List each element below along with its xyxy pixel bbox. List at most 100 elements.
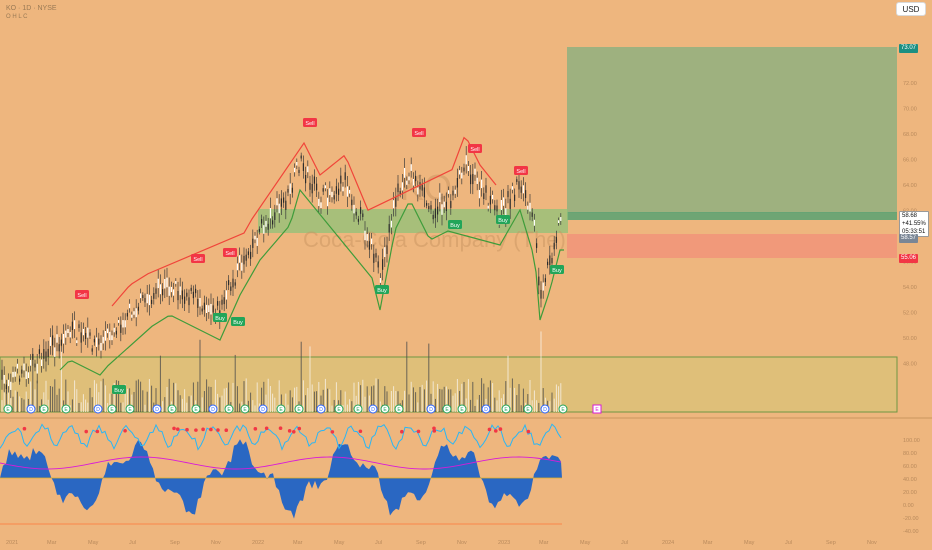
sell-badge bbox=[468, 144, 482, 153]
candle-body bbox=[98, 338, 100, 345]
candle-body bbox=[360, 207, 362, 214]
volume-bar bbox=[1, 400, 3, 412]
price-axis-tick: 54.00 bbox=[903, 285, 917, 291]
volume-bar bbox=[287, 404, 289, 412]
candle-body bbox=[558, 220, 560, 224]
target-price-tag: 73.07 bbox=[899, 44, 919, 53]
candle-body bbox=[212, 305, 214, 313]
volume-bar bbox=[555, 384, 557, 412]
event-letter: D bbox=[543, 407, 547, 413]
volume-bar bbox=[432, 381, 434, 412]
volume-bar bbox=[30, 381, 32, 412]
candle-body bbox=[481, 179, 483, 189]
time-axis-label: Jul bbox=[621, 540, 628, 546]
volume-bar bbox=[518, 384, 520, 412]
volume-bar bbox=[175, 383, 177, 412]
volume-bar bbox=[206, 379, 208, 412]
sell-badge bbox=[514, 166, 528, 175]
volume-bar bbox=[225, 387, 227, 412]
price-axis-tick: 68.00 bbox=[903, 132, 917, 138]
volume-bar bbox=[476, 399, 478, 412]
time-axis-label: May bbox=[580, 540, 591, 546]
candle-body bbox=[272, 220, 274, 225]
candle-body bbox=[190, 287, 192, 291]
candle-body bbox=[89, 332, 91, 336]
volume-bar bbox=[419, 387, 421, 412]
volume-bar bbox=[60, 347, 62, 412]
candle-body bbox=[195, 288, 197, 294]
sell-badge bbox=[303, 118, 317, 127]
time-axis-label: 2022 bbox=[252, 540, 264, 546]
candle-body bbox=[298, 169, 300, 173]
candle-body bbox=[32, 353, 34, 360]
price-axis-tick: 70.00 bbox=[903, 107, 917, 113]
volume-bar bbox=[434, 398, 436, 412]
candle-body bbox=[373, 253, 375, 263]
candle-body bbox=[441, 204, 443, 215]
volume-bar bbox=[38, 405, 40, 412]
dividend-marker bbox=[208, 404, 218, 414]
candle-body bbox=[428, 206, 430, 210]
earnings-marker bbox=[39, 404, 49, 414]
volume-bar bbox=[87, 402, 89, 412]
volume-bar bbox=[148, 379, 150, 412]
candle-body bbox=[322, 188, 324, 192]
candle-body bbox=[351, 199, 353, 206]
candle-body bbox=[234, 282, 236, 286]
candle-body bbox=[327, 197, 329, 207]
event-letter: E bbox=[297, 407, 301, 413]
candle-body bbox=[536, 243, 538, 249]
candle-body bbox=[355, 211, 357, 216]
candle-body bbox=[34, 363, 36, 368]
volume-bar bbox=[511, 378, 513, 412]
candle-body bbox=[278, 203, 280, 214]
volume-bar bbox=[45, 380, 47, 412]
volume-bar bbox=[536, 400, 538, 412]
candle-body bbox=[340, 175, 342, 184]
candle-body bbox=[232, 278, 234, 288]
candle-body bbox=[467, 165, 469, 172]
volume-bar bbox=[346, 404, 348, 412]
candle-body bbox=[25, 371, 27, 380]
candle-body bbox=[445, 201, 447, 212]
oscillator-dot bbox=[201, 427, 205, 432]
candle-body bbox=[540, 289, 542, 299]
candle-body bbox=[241, 262, 243, 271]
volume-bar bbox=[335, 382, 337, 412]
volume-bar bbox=[529, 380, 531, 412]
volume-bar bbox=[505, 381, 507, 412]
candle-body bbox=[276, 198, 278, 206]
time-axis: 2021 Mar May Jul Sep Nov 2022 Mar May Jul Sep Nov 20… bbox=[6, 540, 877, 546]
volume-bar bbox=[549, 401, 551, 412]
volume-bar bbox=[250, 392, 252, 412]
candle-body bbox=[122, 320, 124, 328]
candle-body bbox=[487, 205, 489, 209]
candle-body bbox=[137, 306, 139, 311]
volume-bar bbox=[199, 339, 201, 412]
dividend-marker bbox=[426, 404, 436, 414]
candle-body bbox=[318, 198, 320, 207]
candle-body bbox=[296, 161, 298, 166]
currency-button[interactable]: USD bbox=[896, 2, 926, 16]
buy-badge-label: Buy bbox=[552, 268, 562, 274]
volume-bar bbox=[102, 378, 104, 412]
stop-zone bbox=[567, 234, 897, 258]
volume-bar bbox=[377, 379, 379, 412]
volume-bar bbox=[316, 391, 318, 412]
oscillator-dot bbox=[216, 428, 220, 432]
volume-bar bbox=[527, 394, 529, 412]
candle-body bbox=[382, 259, 384, 270]
candle-body bbox=[448, 190, 450, 194]
candle-body bbox=[401, 182, 403, 191]
volume-bar bbox=[322, 389, 324, 412]
candle-body bbox=[52, 335, 54, 346]
volume-bar bbox=[5, 386, 7, 412]
oscillator-dot bbox=[175, 427, 180, 431]
volume-bar bbox=[80, 402, 82, 412]
volume-bar bbox=[428, 343, 430, 412]
volume-bar bbox=[135, 380, 137, 412]
candle-body bbox=[287, 188, 289, 193]
volume-bar bbox=[324, 378, 326, 412]
